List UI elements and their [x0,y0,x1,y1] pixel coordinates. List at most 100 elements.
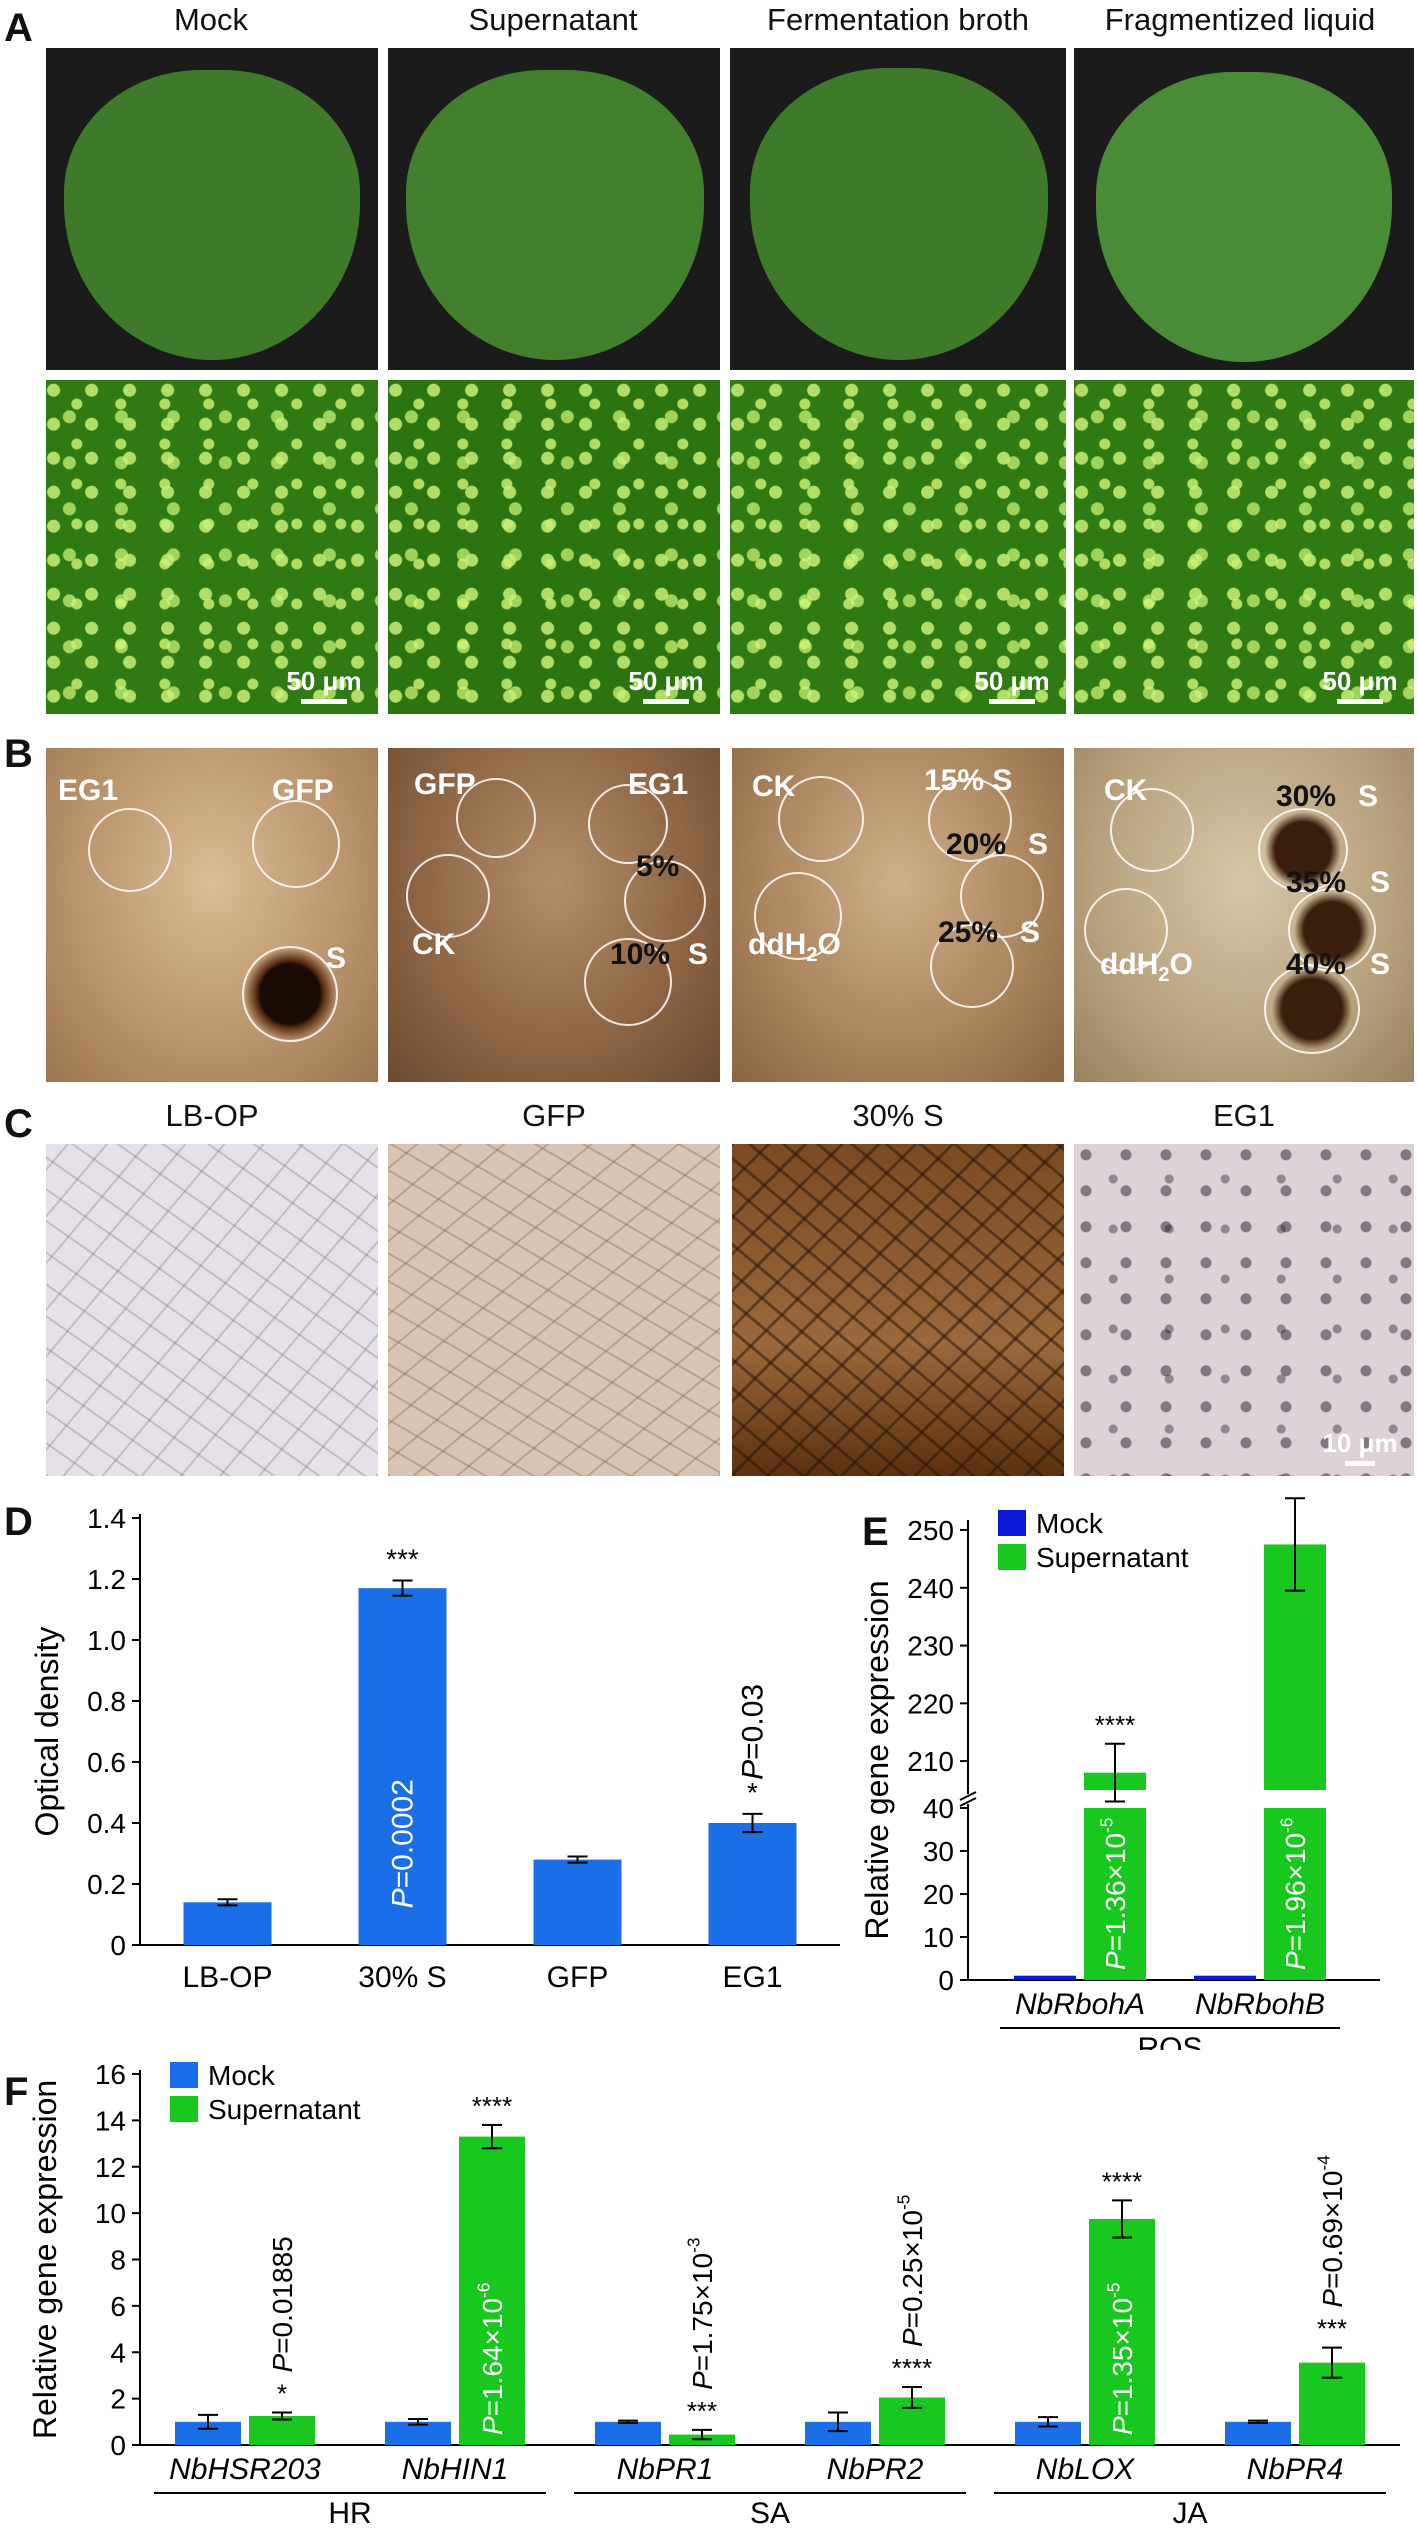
y-tick-label: 1.0 [87,1625,126,1656]
column-label-supernatant: Supernatant [468,2,638,37]
p-value: =0.0002 [387,1779,420,1888]
p-symbol: P [1317,2289,1348,2308]
y-tick-label: 230 [907,1631,954,1662]
infiltration-circle [406,854,490,938]
label-25-percent: 25% [938,916,999,949]
dab-stain-lb-op [46,1144,378,1476]
y-tick-label: 0.8 [87,1686,126,1717]
p-symbol: P [1280,1951,1311,1970]
p-exponent: -6 [1276,1818,1296,1833]
label-15-percent: 15% S [924,764,1013,797]
column-label-fragmentized-liquid: Fragmentized liquid [1104,2,1376,37]
label-20-percent: 20% [946,828,1007,861]
column-label-lb-op: LB-OP [165,1098,259,1133]
p-symbol: P [477,2416,508,2435]
cleared-leaf-2: GFP EG1 CK 5% 10% S [388,748,720,1082]
significance-marker: **** [1095,1710,1135,1740]
group-label-ja: JA [1172,2497,1207,2528]
y-tick-label: 240 [907,1573,954,1604]
group-label-ros: ROS [1137,2032,1202,2050]
y-tick-label: 30 [923,1836,954,1867]
y-tick-label: 0 [110,1930,126,1961]
bar-supernatant-nbhin1 [459,2136,525,2445]
infiltration-circle [1110,788,1194,872]
p-value-label: P=1.96×10-6 [1276,1818,1311,1970]
panel-letter-e: E [862,1510,889,1554]
panel-letter-f: F [4,2070,29,2114]
x-tick-label-nbpr1: NbPR1 [617,2453,714,2486]
cleared-leaf-1: EG1 GFP S [46,748,378,1082]
column-label-gfp: GFP [522,1098,586,1133]
p-value: =1.64×10 [477,2298,508,2416]
x-tick-label-nbpr4: NbPR4 [1247,2453,1344,2486]
infiltration-circle [928,778,1012,862]
necrosis-spot [1258,808,1348,892]
group-label-sa: SA [750,2497,790,2528]
cleared-leaf-3: CK ddH2O 15% S 20% S 25% S [732,748,1064,1082]
y-tick-label: 20 [923,1879,954,1910]
p-value-label: P=0.25×10-5 [893,2195,928,2347]
y-tick-label: 220 [907,1688,954,1719]
bar-mock-nbpr1 [595,2421,661,2445]
dab-stain-eg1: 10 μm [1074,1144,1414,1476]
y-tick-label: 1.2 [87,1564,126,1595]
label-30-percent: 30% [1276,780,1337,813]
p-value: =0.69×10 [1317,2171,1348,2289]
y-tick-label: 250 [907,1515,954,1546]
label-s: S [1020,916,1041,949]
p-value: =0.01885 [267,2236,298,2354]
p-value: =1.35×10 [1107,2298,1138,2416]
infiltration-circle [624,860,706,942]
p-exponent: -4 [1313,2155,1333,2171]
infiltration-circle [778,776,864,862]
group-label-hr: HR [328,2497,371,2528]
column-label-mock: Mock [173,2,249,37]
p-value-label: P=0.69×10-4 [1313,2155,1348,2308]
x-tick-label-nblox: NbLOX [1036,2453,1135,2486]
x-tick-label: 30% S [358,1961,446,1994]
legend-label-mock: Mock [208,2060,276,2091]
x-tick-label-nbrboha: NbRbohA [1015,1988,1145,2021]
panel-letter-b: B [4,732,33,776]
x-tick-label-nbhin1: NbHIN1 [402,2453,509,2486]
leaf-photo-supernatant [388,48,720,370]
label-ddh2o: ddH2O [1100,948,1193,986]
label-ck: CK [1104,774,1148,807]
column-label-30-percent-s: 30% S [852,1098,944,1133]
p-value-label: P=0.0002 [387,1779,420,1908]
p-value-label: P=0.01885 [267,2236,298,2372]
scale-bar: 50 μm [964,666,1060,704]
y-tick-label: 10 [95,2198,126,2229]
y-tick-label: 16 [95,2060,126,2090]
y-tick-label: 210 [907,1746,954,1777]
chart-e-ros-expression: 0 10 20 30 40 210 220 230 240 250 Relative gene ex… [859,1490,1380,2050]
necrosis-spot [242,946,338,1042]
infiltration-circle [88,808,172,892]
p-symbol: P [737,1760,770,1780]
y-tick-label: 0 [938,1965,954,1996]
legend-swatch-mock [998,1510,1026,1536]
necrosis-spot [1264,964,1360,1054]
panel-letter-a: A [4,6,33,50]
y-axis-label: Relative gene expression [859,1580,895,1939]
bar-supernatant-nblox [1089,2218,1155,2445]
label-ddh2o: ddH2O [748,928,841,966]
bar-mock-nbpr2 [805,2421,871,2445]
y-tick-label: 2 [110,2384,126,2415]
label-s: S [688,938,709,971]
micrograph-mock: 50 μm [46,380,378,714]
y-axis-label: Relative gene expression [27,2080,63,2439]
y-tick-label: 8 [110,2245,126,2276]
p-value: =1.75×10 [687,2253,718,2371]
y-tick-label: 0.6 [87,1747,126,1778]
label-s: S [1370,948,1391,981]
bar-mock-nbpr4 [1225,2421,1291,2445]
infiltration-circle [588,784,668,864]
infiltration-circle [754,872,842,960]
significance-marker: **** [1275,1490,1315,1494]
chart-d-optical-density: 0 0.2 0.4 0.6 0.8 1.0 1.2 1.4 Optical density LB-… [29,1503,840,1994]
p-exponent: -6 [473,2283,493,2298]
label-eg1: EG1 [628,768,689,801]
legend-label-supernatant: Supernatant [208,2094,361,2125]
label-10-percent: 10% [610,938,671,971]
